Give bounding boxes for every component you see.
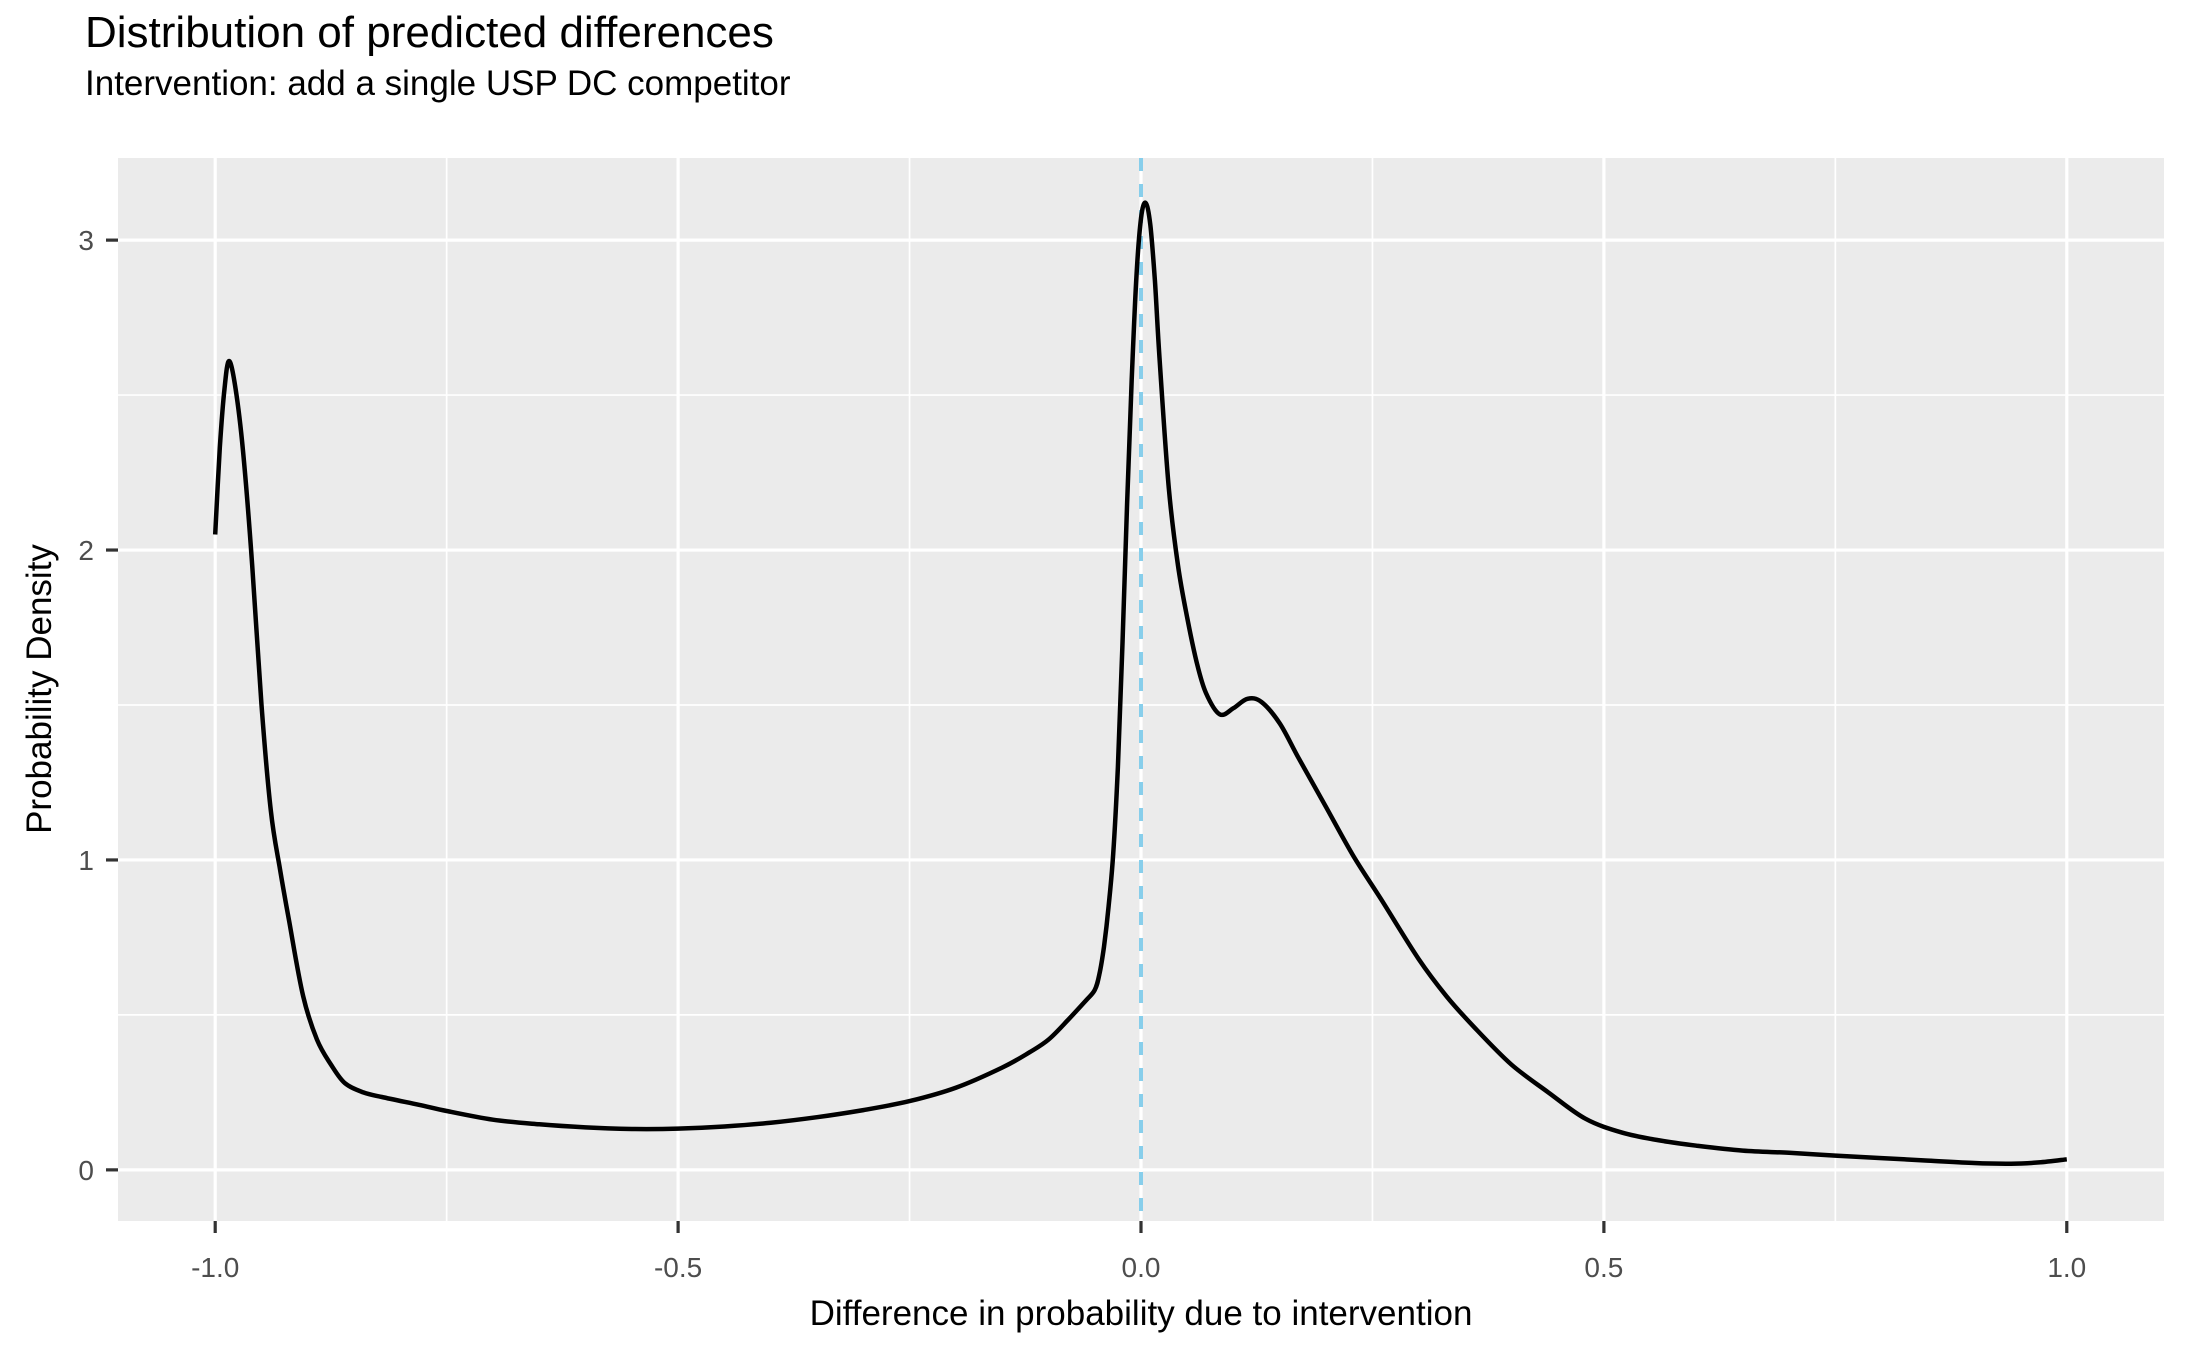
x-tick-label: -1.0 <box>191 1252 239 1283</box>
y-axis-title: Probability Density <box>20 544 59 834</box>
y-tick-label: 2 <box>78 535 94 566</box>
chart-subtitle: Intervention: add a single USP DC compet… <box>85 64 791 103</box>
y-tick-label: 1 <box>78 845 94 876</box>
y-tick-label: 3 <box>78 225 94 256</box>
x-tick-label: -0.5 <box>654 1252 702 1283</box>
x-axis-title: Difference in probability due to interve… <box>809 1294 1473 1333</box>
x-tick-label: 0.5 <box>1584 1252 1623 1283</box>
x-tick-label: 0.0 <box>1122 1252 1161 1283</box>
density-curve <box>212 200 2068 1166</box>
y-tick-label: 0 <box>78 1155 94 1186</box>
chart-title: Distribution of predicted differences <box>85 8 774 57</box>
x-tick-label: 1.0 <box>2047 1252 2086 1283</box>
